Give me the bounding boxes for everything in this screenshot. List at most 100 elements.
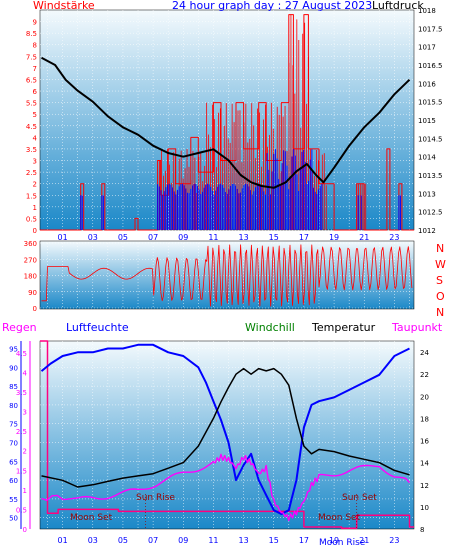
p1-left-tick-4: 2 bbox=[33, 181, 37, 189]
p3-humidity-tick-0: 50 bbox=[9, 515, 18, 523]
p3-x-tick-4: 09 bbox=[178, 536, 188, 545]
p3-x-tick-0: 01 bbox=[58, 536, 68, 545]
p1-left-tick-7: 3.5 bbox=[26, 146, 37, 154]
p1-x-tick-8: 17 bbox=[299, 233, 309, 242]
p1-right-tick-10: 1017 bbox=[418, 44, 436, 52]
p3-humidity-tick-4: 70 bbox=[9, 440, 18, 448]
p3-temp-tick-6: 20 bbox=[420, 393, 429, 401]
p1-x-tick-1: 03 bbox=[88, 233, 98, 242]
sun-set-annotation: Sun Set bbox=[342, 493, 377, 503]
p1-x-tick-10: 21 bbox=[359, 233, 369, 242]
p3-temp-tick-4: 16 bbox=[420, 438, 429, 446]
moon-set-annotation-2: Moon Set bbox=[318, 513, 361, 523]
p3-temp-tick-5: 18 bbox=[420, 415, 429, 423]
p3-temp-tick-0: 8 bbox=[420, 526, 424, 534]
p1-left-tick-3: 1.5 bbox=[26, 192, 37, 200]
p1-left-tick-9: 4.5 bbox=[26, 123, 37, 131]
p1-right-tick-8: 1016 bbox=[418, 80, 436, 88]
p1-x-tick-7: 15 bbox=[269, 233, 279, 242]
p1-x-tick-4: 09 bbox=[178, 233, 188, 242]
p1-right-tick-4: 1014 bbox=[418, 154, 436, 162]
p3-humidity-tick-7: 85 bbox=[9, 383, 18, 391]
windchill-label: Windchill bbox=[245, 321, 295, 334]
p3-temperature-line bbox=[41, 367, 410, 488]
p1-right-tick-7: 1015.5 bbox=[418, 99, 443, 107]
p1-left-tick-17: 8.5 bbox=[26, 30, 37, 38]
p3-rain-tick-8: 4 bbox=[23, 369, 28, 377]
p3-humidity-line bbox=[40, 343, 410, 515]
p1-left-tick-12: 6 bbox=[33, 88, 38, 96]
p1-right-tick-2: 1013 bbox=[418, 190, 436, 198]
p2-left-tick-2: 180 bbox=[24, 273, 37, 281]
windstaerke-label: Windstärke bbox=[33, 0, 95, 12]
p3-x-tick-8: 17 bbox=[299, 536, 309, 545]
taupunkt-label: Taupunkt bbox=[391, 321, 443, 334]
wind-pressure-panel bbox=[39, 9, 415, 231]
p2-left-tick-1: 90 bbox=[28, 289, 37, 297]
p3-humidity-tick-5: 75 bbox=[9, 421, 18, 429]
p2-left-tick-0: 0 bbox=[33, 305, 37, 313]
p1-x-tick-3: 07 bbox=[148, 233, 158, 242]
p3-humidity-tick-9: 95 bbox=[9, 346, 18, 354]
p2-direction-line bbox=[41, 244, 413, 307]
p3-rain-tick-4: 2 bbox=[23, 448, 27, 456]
chart-title: 24 hour graph day : 27 August 2023 bbox=[172, 0, 372, 12]
dir-label-w: W bbox=[435, 258, 446, 271]
p1-x-tick-6: 13 bbox=[238, 233, 248, 242]
p3-x-tick-5: 11 bbox=[208, 536, 218, 545]
p1-left-tick-6: 3 bbox=[33, 158, 37, 166]
sun-rise-annotation: Sun Rise bbox=[136, 493, 175, 503]
p3-x-tick-10: 21 bbox=[359, 536, 369, 545]
dir-label-o: O bbox=[436, 290, 445, 303]
regen-label: Regen bbox=[2, 321, 37, 334]
p1-left-tick-1: 0.5 bbox=[26, 215, 37, 223]
p1-left-tick-5: 2.5 bbox=[26, 169, 37, 177]
p3-humidity-tick-3: 65 bbox=[9, 458, 18, 466]
p3-rain-line bbox=[40, 340, 414, 529]
p1-x-tick-5: 11 bbox=[208, 233, 218, 242]
p1-x-tick-11: 23 bbox=[389, 233, 399, 242]
moon-rise-annotation: Moon Rise bbox=[319, 538, 366, 548]
p3-temp-tick-8: 24 bbox=[420, 349, 429, 357]
p3-x-tick-3: 07 bbox=[148, 536, 158, 545]
p3-x-tick-9: 19 bbox=[329, 536, 339, 545]
p3-humidity-tick-2: 60 bbox=[9, 477, 18, 485]
p3-rain-tick-2: 1 bbox=[23, 487, 27, 495]
p3-humidity-tick-6: 80 bbox=[9, 402, 18, 410]
p1-left-tick-11: 5.5 bbox=[26, 100, 37, 108]
p1-left-tick-13: 6.5 bbox=[26, 76, 37, 84]
p1-left-tick-18: 9 bbox=[33, 19, 37, 27]
p1-right-tick-0: 1012 bbox=[418, 227, 436, 235]
dir-label-n: N bbox=[436, 242, 444, 255]
p1-x-tick-9: 19 bbox=[329, 233, 339, 242]
p2-left-tick-4: 360 bbox=[24, 240, 37, 248]
p1-left-tick-10: 5 bbox=[33, 111, 37, 119]
luftdruck-label: Luftdruck bbox=[372, 0, 424, 12]
p3-rain-tick-0: 0 bbox=[23, 526, 27, 534]
p1-right-tick-11: 1017.5 bbox=[418, 25, 443, 33]
dir-label-s: S bbox=[436, 274, 443, 287]
p3-humidity-tick-1: 55 bbox=[9, 496, 18, 504]
p3-temp-tick-7: 22 bbox=[420, 371, 429, 379]
p3-dewpoint-line bbox=[41, 453, 411, 522]
p1-left-tick-8: 4 bbox=[33, 134, 38, 142]
p1-left-tick-14: 7 bbox=[33, 65, 37, 73]
p3-rain-tick-6: 3 bbox=[23, 409, 27, 417]
p3-humidity-tick-8: 90 bbox=[9, 364, 18, 372]
p3-temp-tick-3: 14 bbox=[420, 460, 429, 468]
p1-right-tick-9: 1016.5 bbox=[418, 62, 443, 70]
p1-x-tick-0: 01 bbox=[58, 233, 68, 242]
p1-left-tick-15: 7.5 bbox=[26, 53, 37, 61]
p3-x-tick-6: 13 bbox=[238, 536, 248, 545]
p1-left-tick-0: 0 bbox=[33, 227, 37, 235]
p2-left-tick-3: 270 bbox=[24, 256, 37, 264]
moon-set-annotation: Moon Set bbox=[70, 513, 113, 523]
temperatur-label: Temperatur bbox=[311, 321, 376, 334]
p3-x-tick-2: 05 bbox=[118, 536, 128, 545]
p1-right-tick-12: 1018 bbox=[418, 7, 436, 15]
p3-temp-tick-2: 12 bbox=[420, 482, 429, 490]
dir-label-n2: N bbox=[436, 306, 444, 319]
p1-right-tick-5: 1014.5 bbox=[418, 135, 443, 143]
p1-right-tick-3: 1013.5 bbox=[418, 172, 443, 180]
